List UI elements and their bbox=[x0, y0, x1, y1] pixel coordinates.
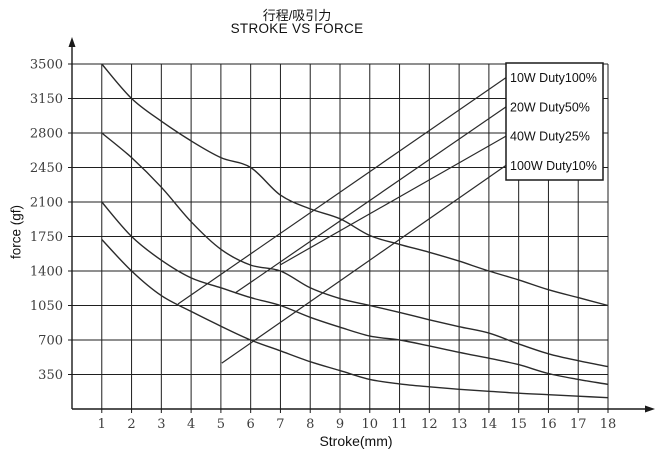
x-tick-label: 3 bbox=[157, 417, 165, 432]
chart-title-zh: 行程/吸引力 bbox=[262, 8, 332, 23]
legend-item-label: 20W Duty50% bbox=[510, 100, 590, 114]
series-line-100w-duty10- bbox=[101, 63, 609, 307]
y-tick-label: 350 bbox=[38, 368, 63, 383]
x-tick-label: 12 bbox=[421, 417, 438, 432]
series-line-10w-duty100- bbox=[101, 239, 609, 399]
x-tick-label: 18 bbox=[600, 417, 617, 432]
x-tick-label: 15 bbox=[510, 417, 527, 432]
x-tick-label: 6 bbox=[247, 417, 255, 432]
x-tick-label: 11 bbox=[391, 417, 408, 432]
x-tick-label: 7 bbox=[276, 417, 284, 432]
x-tick-label: 9 bbox=[336, 417, 344, 432]
y-tick-label: 2800 bbox=[30, 127, 63, 142]
x-axis-arrow bbox=[645, 405, 655, 413]
y-tick-label: 1050 bbox=[30, 299, 63, 314]
x-axis-title: Stroke(mm) bbox=[319, 433, 393, 449]
y-tick-label: 700 bbox=[38, 334, 63, 349]
x-tick-label: 2 bbox=[127, 417, 135, 432]
x-tick-label: 5 bbox=[217, 417, 225, 432]
legend: 10W Duty100% 20W Duty50% 40W Duty25% 100W D… bbox=[505, 62, 604, 181]
series-line-40w-duty25- bbox=[101, 132, 609, 368]
y-tick-label: 3500 bbox=[30, 58, 63, 73]
x-tick-label: 16 bbox=[540, 417, 557, 432]
x-tick-label: 4 bbox=[187, 417, 195, 432]
axes bbox=[68, 37, 655, 413]
x-tick-label: 14 bbox=[481, 417, 498, 432]
legend-item-label: 10W Duty100% bbox=[510, 71, 597, 85]
y-axis-arrow bbox=[68, 37, 76, 47]
series-line-20w-duty50- bbox=[101, 201, 609, 386]
x-tick-label: 10 bbox=[362, 417, 379, 432]
legend-box bbox=[505, 62, 604, 181]
y-tick-label: 3150 bbox=[30, 92, 63, 107]
legend-item-label: 100W Duty10% bbox=[510, 159, 597, 173]
series-curves bbox=[101, 63, 609, 399]
chart-title-en: STROKE VS FORCE bbox=[230, 21, 364, 36]
y-tick-label: 1400 bbox=[30, 265, 63, 280]
legend-leader-lines bbox=[177, 77, 507, 364]
y-tick-label: 2450 bbox=[30, 161, 63, 176]
y-tick-label: 2100 bbox=[30, 196, 63, 211]
y-tick-label: 1750 bbox=[30, 230, 63, 245]
x-tick-label: 13 bbox=[451, 417, 468, 432]
x-tick-label: 17 bbox=[570, 417, 587, 432]
x-tick-label: 8 bbox=[306, 417, 314, 432]
x-tick-label: 1 bbox=[98, 417, 106, 432]
legend-item-label: 40W Duty25% bbox=[510, 130, 590, 144]
